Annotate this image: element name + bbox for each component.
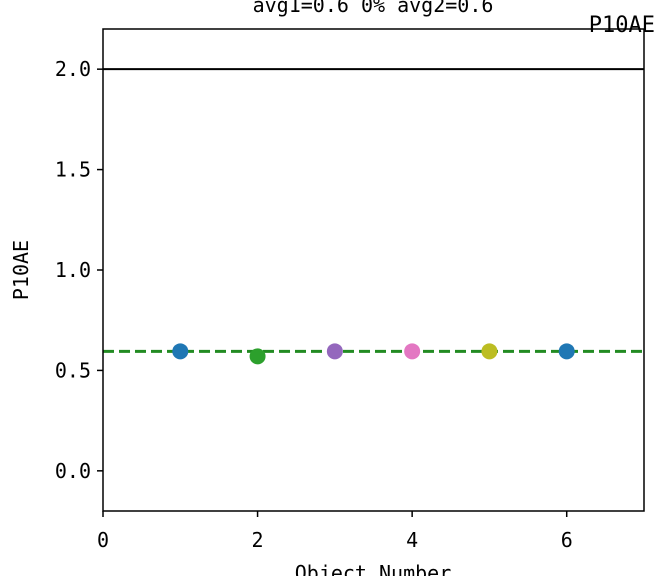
data-point-6 — [558, 343, 575, 360]
data-point-3 — [326, 343, 343, 360]
chart-title: avg1=0.6 0% avg2=0.6 — [253, 0, 494, 17]
corner-label: P10AE — [589, 13, 655, 38]
plot-frame — [102, 28, 645, 512]
data-points — [172, 343, 575, 365]
y-tick-label: 2.0 — [55, 57, 91, 81]
x-axis-label: Object Number — [295, 561, 452, 576]
y-tick-label: 1.0 — [55, 258, 91, 282]
data-point-4 — [404, 343, 421, 360]
data-point-5 — [481, 343, 498, 360]
y-axis-ticks: 0.0 0.5 1.0 1.5 2.0 — [55, 57, 103, 483]
reference-lines — [103, 68, 644, 353]
y-axis-label: P10AE — [9, 240, 33, 300]
x-tick-label: 4 — [406, 528, 418, 552]
x-tick-label: 0 — [97, 528, 109, 552]
x-tick-label: 6 — [561, 528, 573, 552]
x-tick-label: 2 — [252, 528, 264, 552]
data-point-1 — [172, 343, 189, 360]
y-tick-label: 0.0 — [55, 459, 91, 483]
y-tick-label: 0.5 — [55, 358, 91, 382]
y-tick-label: 1.5 — [55, 158, 91, 182]
x-axis-ticks: 0 2 4 6 — [97, 511, 573, 552]
data-point-2 — [249, 348, 266, 365]
